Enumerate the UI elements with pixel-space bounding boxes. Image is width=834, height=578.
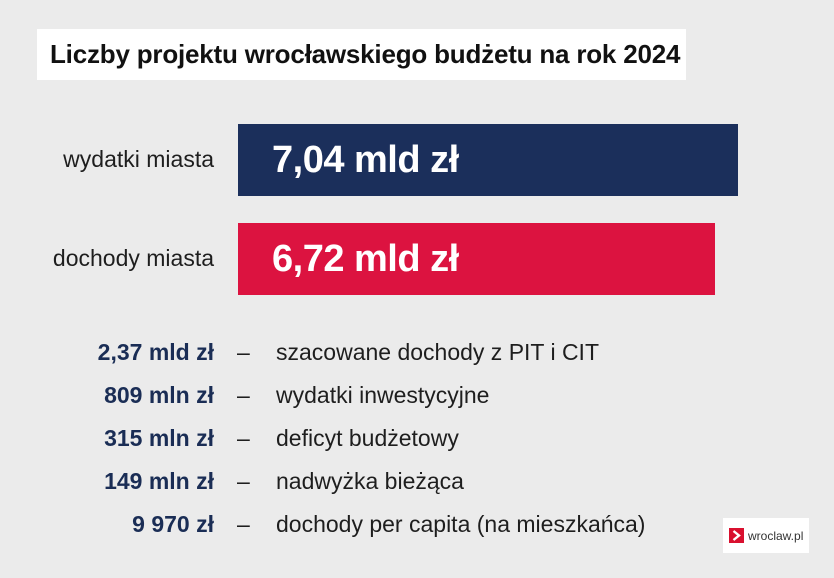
bar-category-label: dochody miasta (52, 245, 214, 271)
stat-description: szacowane dochody z PIT i CIT (276, 339, 599, 365)
bar-chart: wydatki miasta 7,04 mld zł dochody miasta 6… (52, 124, 738, 295)
stat-row: 9 970 zł – dochody per capita (na mieszk… (0, 505, 834, 545)
stat-dash: – (237, 339, 250, 365)
chevron-right-icon (729, 528, 744, 543)
stat-value: 9 970 zł (132, 511, 214, 537)
stat-row: 809 mln zł – wydatki inwestycyjne (0, 376, 834, 416)
wroclaw-logo-link[interactable]: wroclaw.pl (723, 518, 809, 553)
stat-description: deficyt budżetowy (276, 425, 459, 451)
stat-description: dochody per capita (na mieszkańca) (276, 511, 646, 537)
logo-text: wroclaw.pl (748, 528, 804, 543)
stat-row: 315 mln zł – deficyt budżetowy (0, 419, 834, 459)
stat-value: 315 mln zł (104, 425, 214, 451)
bar-value-label: 6,72 mld zł (272, 237, 459, 280)
stat-row: 2,37 mld zł – szacowane dochody z PIT i … (0, 333, 834, 373)
page-title: Liczby projektu wrocławskiego budżetu na… (50, 39, 681, 69)
bar-value-label: 7,04 mld zł (272, 138, 459, 181)
stat-dash: – (237, 382, 250, 408)
stat-value: 809 mln zł (104, 382, 214, 408)
stat-description: nadwyżka bieżąca (276, 468, 464, 494)
bar-category-label: wydatki miasta (63, 146, 214, 172)
stat-value: 149 mln zł (104, 468, 214, 494)
bar: 6,72 mld zł (238, 223, 715, 295)
stat-dash: – (237, 468, 250, 494)
bar: 7,04 mld zł (238, 124, 738, 196)
stat-dash: – (237, 425, 250, 451)
title-box: Liczby projektu wrocławskiego budżetu na… (37, 29, 686, 80)
stat-value: 2,37 mld zł (97, 339, 214, 365)
stat-row: 149 mln zł – nadwyżka bieżąca (0, 462, 834, 502)
stat-description: wydatki inwestycyjne (276, 382, 490, 408)
stat-dash: – (237, 511, 250, 537)
